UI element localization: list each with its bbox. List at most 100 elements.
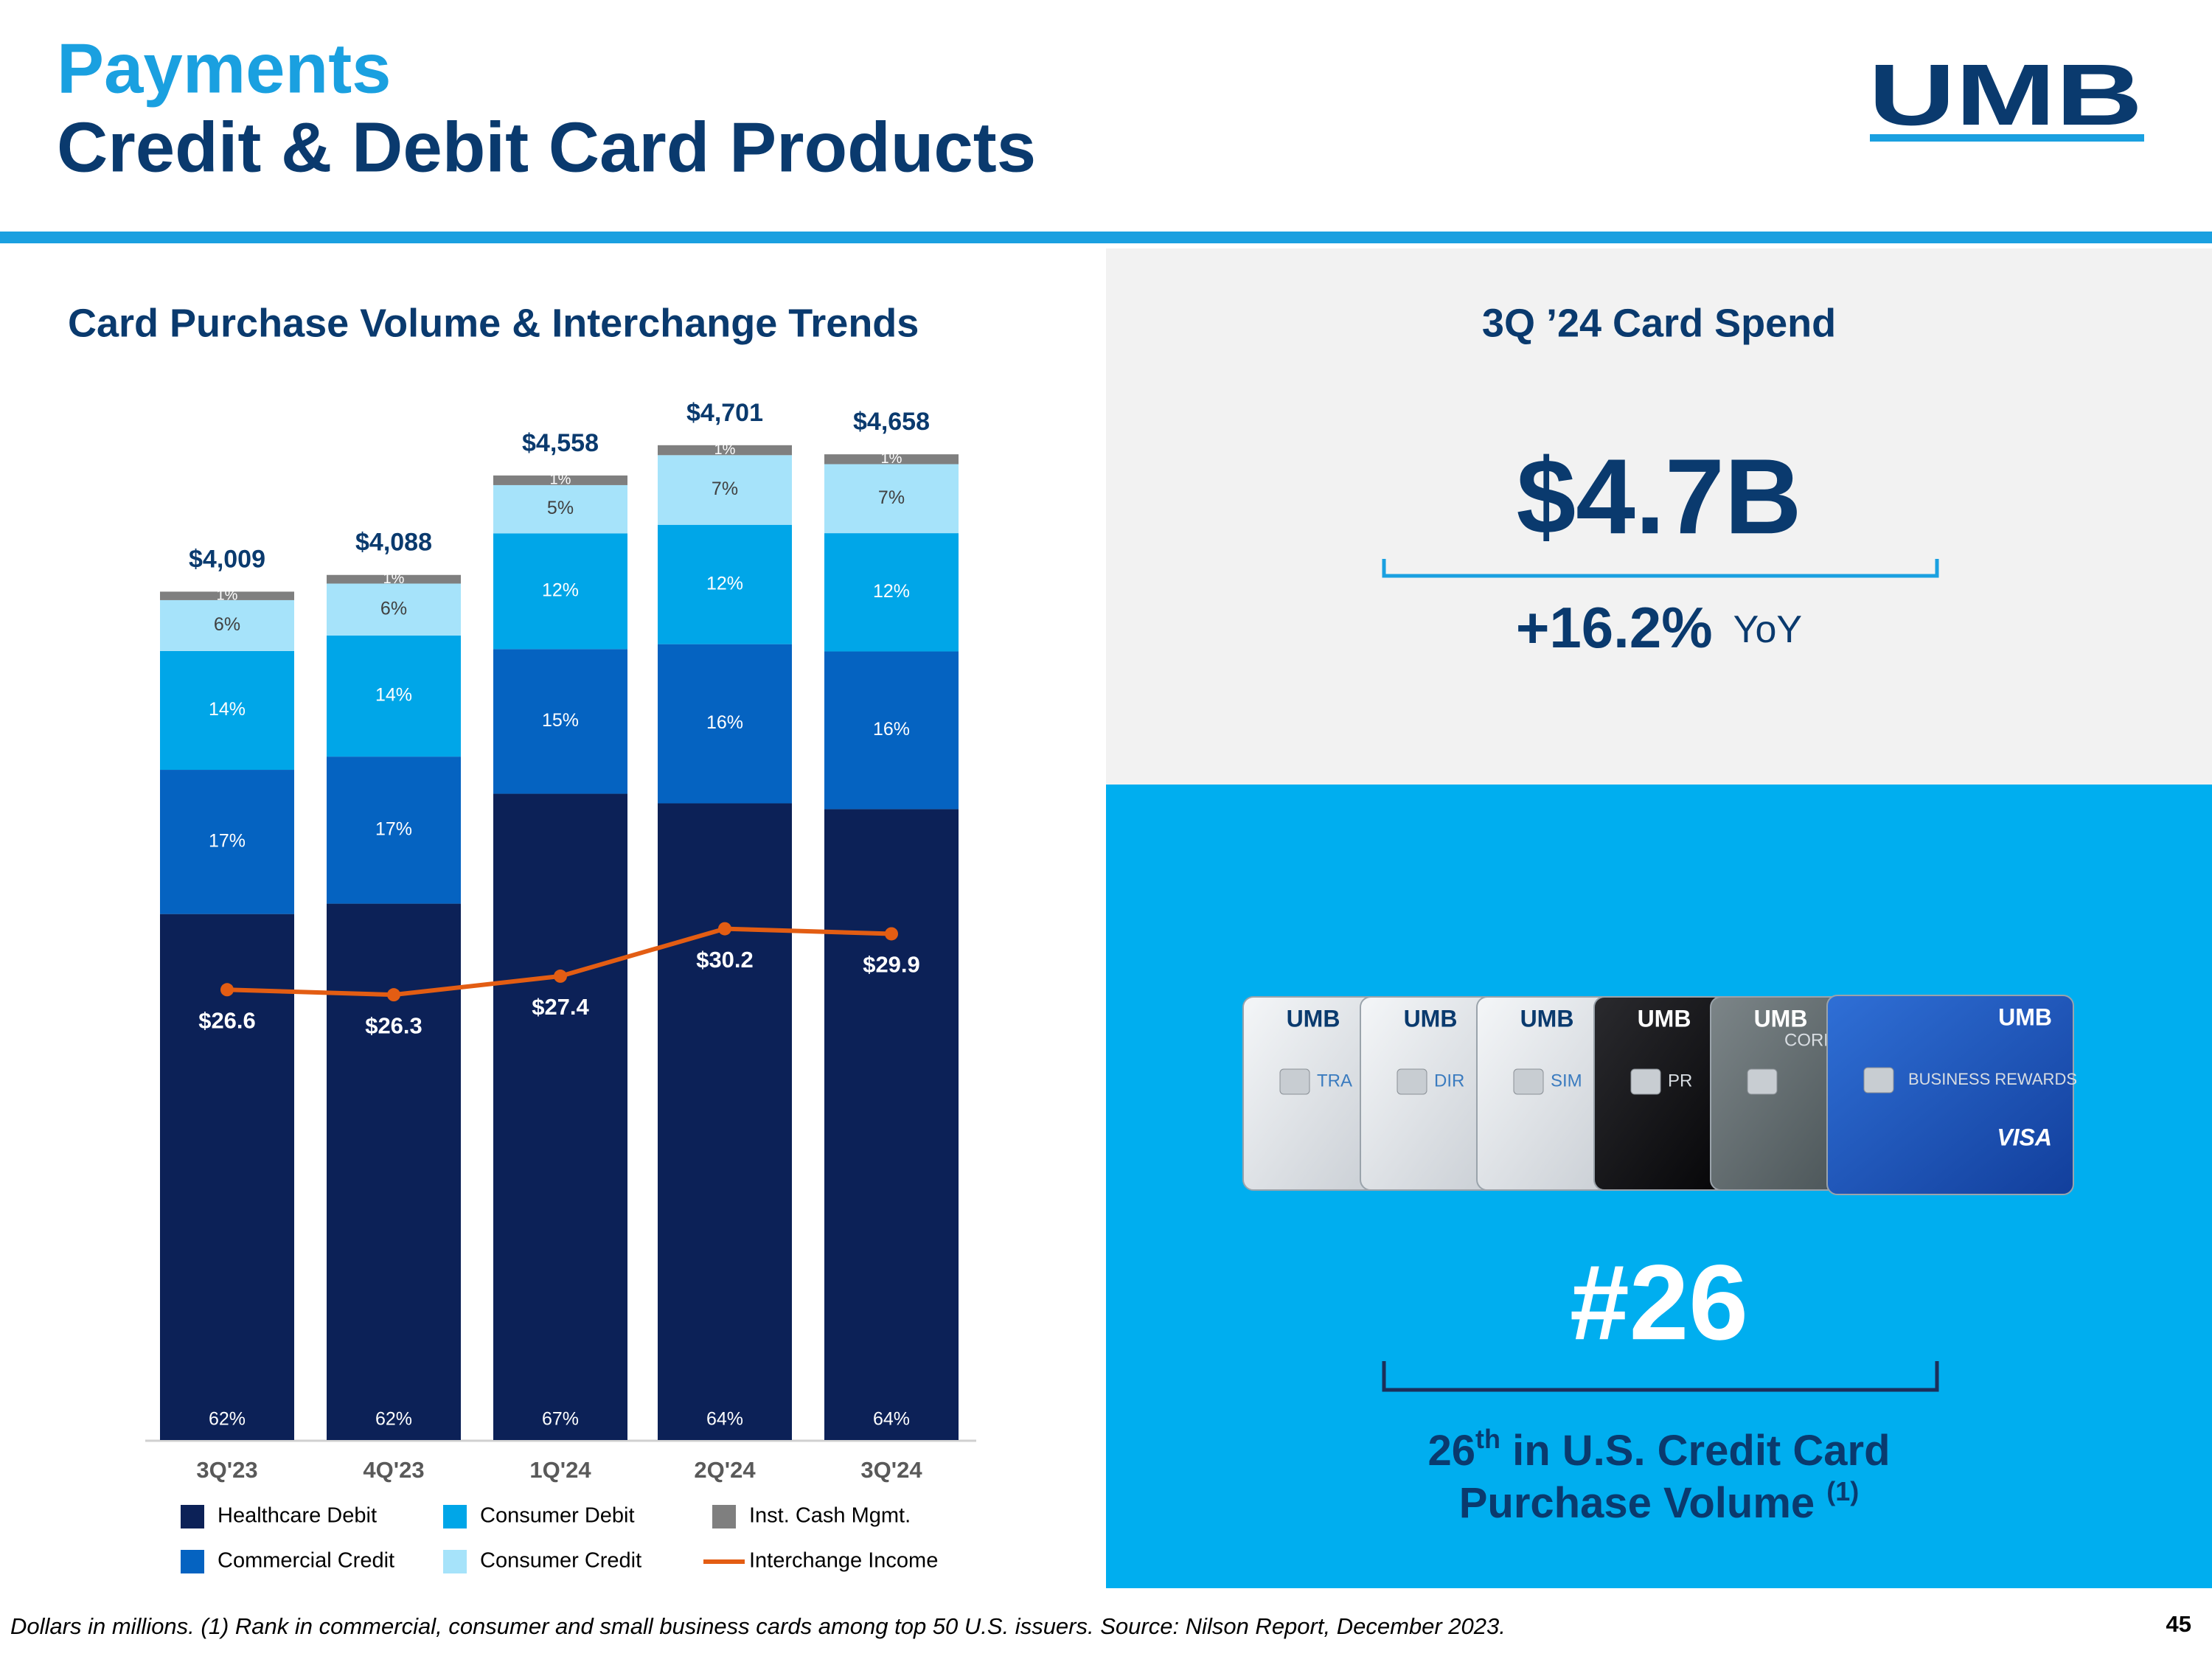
x-tick-label: 3Q'24: [860, 1457, 922, 1483]
segment-label: 16%: [706, 712, 743, 733]
line-label: $27.4: [532, 994, 589, 1020]
line-point: [718, 922, 731, 936]
card-chip: [1863, 1067, 1894, 1093]
line-point: [554, 969, 567, 983]
chart-title: Card Purchase Volume & Interchange Trend…: [68, 301, 919, 345]
segment-label: 7%: [878, 487, 905, 508]
card-brand: UMB: [1638, 1005, 1691, 1032]
card-brand: UMB: [1754, 1005, 1808, 1032]
x-tick-label: 2Q'24: [694, 1457, 756, 1483]
rank-line: Purchase Volume (1): [1459, 1476, 1860, 1528]
footnote: Dollars in millions. (1) Rank in commerc…: [10, 1613, 1506, 1639]
card-label: SIM: [1551, 1071, 1582, 1091]
card-chip: [1630, 1068, 1661, 1095]
spend-title: 3Q ’24 Card Spend: [1482, 301, 1836, 345]
card-label: TRA: [1317, 1071, 1352, 1091]
legend-swatch: [712, 1505, 736, 1528]
segment-label: 12%: [873, 581, 910, 602]
segment-label: 12%: [706, 573, 743, 594]
legend-swatch: [181, 1505, 204, 1528]
legend-swatch: [443, 1550, 467, 1573]
bar-segment: [658, 524, 792, 644]
page-number: 45: [2166, 1611, 2191, 1637]
rank-value: #26: [1570, 1242, 1748, 1362]
logo: UMB: [1868, 46, 2143, 144]
segment-label: 1%: [881, 451, 902, 467]
segment-label: 17%: [375, 818, 412, 839]
rank-line: 26th in U.S. Credit Card: [1427, 1424, 1890, 1475]
segment-label: 14%: [209, 699, 246, 720]
total-label: $4,558: [522, 429, 599, 457]
growth-unit: YoY: [1733, 608, 1803, 651]
x-tick-label: 4Q'23: [363, 1457, 424, 1483]
bar-segment: [493, 475, 627, 485]
total-label: $4,009: [189, 545, 265, 573]
segment-label: 5%: [547, 498, 574, 518]
rank-num: 26: [1427, 1427, 1475, 1475]
legend-label: Healthcare Debit: [218, 1504, 377, 1528]
line-point: [220, 983, 234, 997]
bar-segment: [493, 793, 627, 1440]
card-chip: [1513, 1068, 1544, 1095]
divider: [0, 232, 2212, 243]
legend-swatch: [181, 1550, 204, 1573]
segment-label: 62%: [209, 1409, 246, 1430]
spend-panel: [1106, 248, 2212, 785]
card-label: PR: [1668, 1071, 1692, 1091]
bar-segment: [160, 599, 294, 651]
line-label: $26.6: [198, 1007, 256, 1033]
card-chip: [1397, 1068, 1427, 1095]
x-tick-label: 1Q'24: [529, 1457, 591, 1483]
bar-segment: [658, 644, 792, 804]
legend-label: Consumer Credit: [480, 1549, 641, 1573]
card-brand: UMB: [1287, 1005, 1340, 1032]
rank-text: in U.S. Credit Card: [1500, 1427, 1891, 1475]
bar-segment: [160, 770, 294, 914]
total-label: $4,088: [355, 529, 432, 557]
total-label: $4,701: [686, 399, 763, 427]
card-label: BUSINESS REWARDS: [1908, 1070, 2077, 1088]
rank-text: Purchase Volume: [1459, 1479, 1827, 1527]
bracket: [1382, 1361, 1939, 1392]
bar-segment: [160, 650, 294, 771]
segment-label: 1%: [550, 472, 571, 488]
segment-label: 6%: [214, 614, 240, 635]
bar-segment: [658, 803, 792, 1440]
segment-label: 6%: [380, 598, 407, 619]
line-point: [885, 927, 898, 941]
card-brand: UMB: [1520, 1005, 1574, 1032]
spend-growth: +16.2% YoY: [1516, 595, 1802, 660]
card: [1826, 995, 2074, 1195]
legend-label: Consumer Debit: [480, 1504, 635, 1528]
segment-label: 62%: [375, 1409, 412, 1430]
bar-segment: [658, 455, 792, 525]
segment-label: 1%: [217, 587, 238, 603]
bar-segment: [824, 651, 959, 810]
segment-label: 12%: [542, 580, 579, 600]
bar-segment: [160, 914, 294, 1440]
total-label: $4,658: [853, 408, 930, 436]
bar-segment: [824, 454, 959, 465]
legend-label: Commercial Credit: [218, 1549, 394, 1573]
spend-value: $4.7B: [1517, 437, 1802, 556]
bar-segment: [824, 809, 959, 1440]
growth: +16.2%: [1516, 595, 1713, 660]
bar-segment: [824, 533, 959, 652]
segment-label: 64%: [706, 1409, 743, 1430]
bar-segment: [327, 574, 461, 584]
line-point: [387, 988, 400, 1002]
segment-label: 15%: [542, 710, 579, 731]
card-network: VISA: [1997, 1124, 2052, 1150]
title: Credit & Debit Card Products: [57, 108, 1036, 187]
bar-segment: [327, 635, 461, 757]
line-label: $29.9: [863, 952, 920, 978]
segment-label: 1%: [383, 571, 405, 587]
line-label: $30.2: [696, 947, 754, 973]
card-brand: UMB: [1998, 1004, 2052, 1030]
legend-label: Interchange Income: [749, 1549, 938, 1573]
bracket: [1382, 559, 1939, 578]
segment-label: 1%: [714, 442, 736, 458]
segment-label: 14%: [375, 685, 412, 706]
bar-segment: [327, 903, 461, 1440]
